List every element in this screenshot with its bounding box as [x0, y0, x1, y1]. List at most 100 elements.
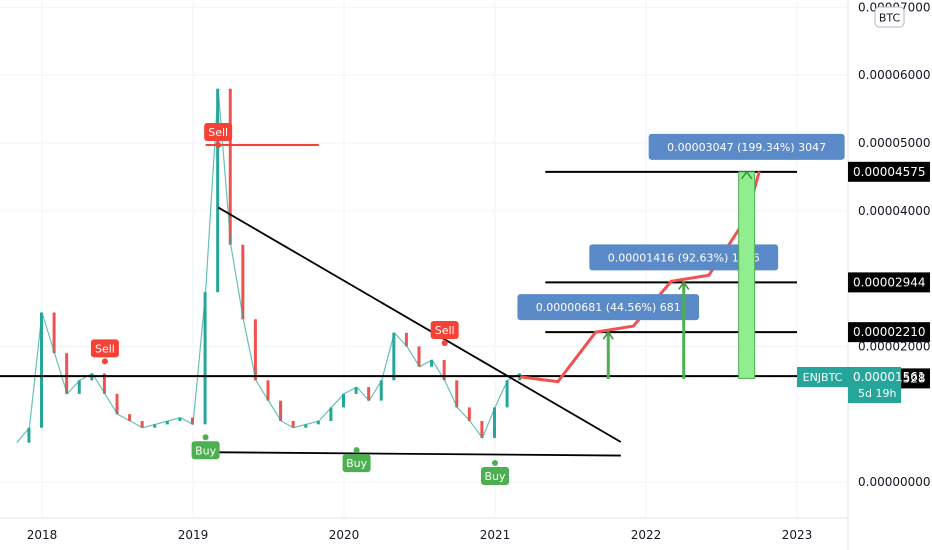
drawing-overlays: 0.00000681 (44.56%) 681 0.00001416 (92.63… [0, 133, 848, 457]
x-tick-label-3: 2021 [480, 528, 511, 542]
candle-32 [417, 346, 421, 367]
candle-28 [367, 387, 371, 401]
candle-20 [266, 380, 270, 401]
y-tick-label-3: 0.00004000 [858, 204, 931, 218]
signal-label-3: Buy [195, 444, 217, 457]
currency-badge-label: BTC [879, 12, 901, 25]
candle-10 [140, 420, 144, 428]
projection-label-1: 0.00001416 (92.63%) 1416 [608, 251, 760, 264]
signal-dot-5 [492, 460, 498, 467]
trendline-0 [217, 206, 622, 443]
candle-14 [191, 417, 194, 425]
projection-label-box-0 [517, 294, 700, 321]
price-level-box-1 [848, 272, 930, 293]
y-tick-label-4: 0.00002000 [858, 339, 931, 353]
candle-13 [178, 417, 182, 421]
candle-4 [65, 353, 69, 394]
candle-11 [153, 424, 157, 428]
projection-bar-2 [738, 171, 756, 379]
signal-badge-1 [204, 123, 233, 142]
candle-9 [128, 414, 132, 421]
candle-16 [216, 88, 220, 293]
signal-dot-1 [215, 142, 222, 149]
time-axis[interactable]: 2018 2019 2020 2021 2022 2023 [27, 528, 813, 542]
signals: Sell Sell Sell Buy Buy Buy [90, 123, 509, 486]
x-tick-label-5: 2023 [782, 528, 813, 542]
projection-label-box-1 [589, 244, 779, 271]
candle-8 [115, 393, 119, 415]
price-line [16, 88, 521, 444]
candle-34 [442, 359, 446, 381]
candle-35 [455, 380, 459, 408]
projection-arrow-2 [741, 170, 753, 180]
candle-26 [342, 393, 345, 408]
candle-37 [480, 420, 484, 438]
candle-39 [505, 380, 509, 408]
candle-12 [165, 420, 169, 425]
signal-label-1: Sell [208, 126, 228, 139]
signal-badge-3 [191, 441, 220, 460]
candle-7 [102, 373, 106, 394]
price-level-label-1: 0.00002944 [853, 275, 926, 289]
candle-29 [379, 380, 383, 401]
candle-1 [27, 427, 31, 443]
y-tick-label-5: 0.00000000 [858, 475, 931, 489]
x-tick-label-4: 2022 [631, 528, 662, 542]
currency-badge[interactable]: BTC [874, 6, 905, 28]
last-price-countdown: 5d 19h [858, 387, 896, 400]
signal-dot-3 [202, 434, 209, 441]
projection-arrow-0 [602, 330, 614, 340]
candle-36 [467, 407, 471, 421]
signal-label-2: Sell [435, 324, 455, 337]
projection-arrow-1 [678, 281, 690, 290]
x-tick-label-2: 2020 [329, 528, 360, 542]
signal-dot-0 [101, 358, 108, 365]
candle-19 [253, 319, 257, 381]
candle-5 [77, 380, 81, 394]
candle-30 [392, 332, 396, 381]
x-tick-label-0: 2018 [27, 528, 58, 542]
candle-24 [316, 420, 320, 425]
candle-31 [404, 332, 408, 347]
candle-23 [304, 424, 308, 428]
signal-badge-2 [430, 321, 459, 340]
candle-27 [354, 387, 358, 394]
candle-2 [40, 312, 43, 428]
price-level-box-0 [848, 161, 930, 182]
price-axis[interactable]: 0.000070000.000060000.000050000.00004000… [848, 0, 931, 489]
signal-dot-2 [441, 340, 448, 347]
candle-17 [228, 88, 232, 245]
price-series [16, 88, 522, 444]
signal-badge-0 [90, 339, 119, 358]
projection-label-2: 0.00003047 (199.34%) 3047 [667, 141, 826, 154]
x-tick-label-1: 2019 [178, 528, 209, 542]
y-tick-label-2: 0.00005000 [858, 136, 931, 150]
projection-label-box-2 [648, 133, 845, 160]
projection-bar-1 [682, 281, 686, 379]
signal-label-5: Buy [484, 470, 506, 483]
trendline-1 [205, 451, 621, 457]
last-price-symbol: ENJBTC [803, 371, 843, 384]
candle-21 [279, 400, 283, 421]
signal-label-0: Sell [95, 342, 115, 355]
signal-label-4: Buy [346, 457, 368, 470]
signal-badge-5 [481, 467, 509, 486]
candle-3 [52, 312, 56, 354]
candle-38 [493, 407, 496, 438]
candle-25 [329, 407, 333, 421]
price-level-label-2: 0.00002210 [853, 325, 926, 339]
signal-badge-4 [342, 454, 371, 473]
candle-33 [430, 359, 434, 367]
price-level-box-2 [848, 322, 930, 343]
candle-18 [241, 244, 245, 320]
candle-15 [203, 292, 207, 425]
price-level-label-0: 0.00004575 [853, 165, 926, 179]
y-tick-label-1: 0.00006000 [858, 68, 931, 82]
signal-dot-4 [353, 447, 360, 454]
candle-22 [291, 420, 295, 428]
last-price-label: ENJBTC 0.00001561 5d 19h [797, 367, 926, 403]
last-price-value: 0.00001561 [853, 370, 926, 384]
projection-bar-0 [606, 331, 610, 379]
